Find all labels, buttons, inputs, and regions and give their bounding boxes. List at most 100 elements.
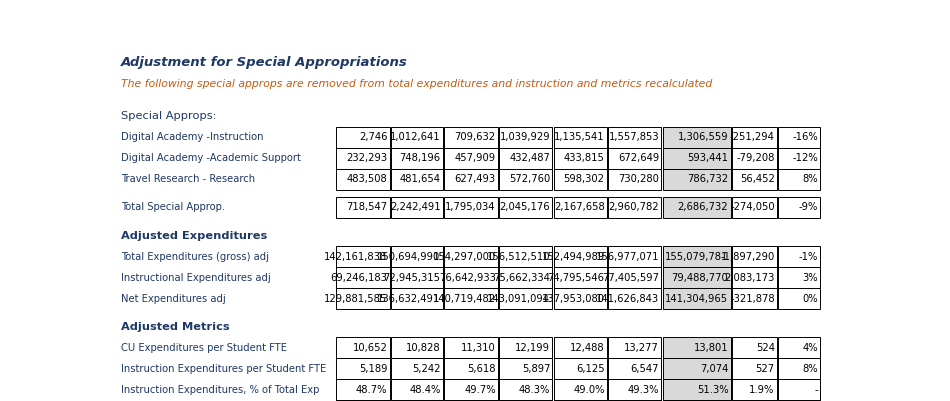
Text: Net Expenditures adj: Net Expenditures adj (121, 294, 226, 304)
Text: Adjusted Expenditures: Adjusted Expenditures (121, 231, 267, 241)
Bar (500, 196, 552, 218)
Bar (391, 196, 443, 218)
Text: 481,654: 481,654 (400, 174, 441, 184)
Text: 5,242: 5,242 (412, 364, 441, 374)
Bar (445, 288, 498, 309)
Bar (732, 196, 777, 218)
Text: 593,441: 593,441 (688, 153, 729, 163)
Bar (445, 379, 498, 401)
Bar (778, 358, 821, 379)
Bar (445, 337, 498, 358)
Text: 2,167,658: 2,167,658 (554, 202, 604, 212)
Text: 49.3%: 49.3% (628, 385, 659, 395)
Bar (391, 169, 443, 190)
Bar (336, 127, 389, 148)
Text: 457,909: 457,909 (455, 153, 496, 163)
Bar (778, 288, 821, 309)
Text: Travel Research - Research: Travel Research - Research (121, 174, 256, 184)
Bar (391, 337, 443, 358)
Text: Total Special Approp.: Total Special Approp. (121, 202, 225, 212)
Text: 709,632: 709,632 (455, 132, 496, 142)
Text: 3%: 3% (803, 273, 818, 283)
Bar (778, 337, 821, 358)
Bar (500, 246, 552, 267)
Text: 432,487: 432,487 (509, 153, 550, 163)
Bar (778, 267, 821, 288)
Text: -251,294: -251,294 (730, 132, 775, 142)
Text: 140,719,482: 140,719,482 (432, 294, 496, 304)
Text: 150,694,990: 150,694,990 (377, 251, 441, 261)
Text: 1,012,641: 1,012,641 (390, 132, 441, 142)
Text: 143,091,094: 143,091,094 (487, 294, 550, 304)
Text: 141,626,843: 141,626,843 (596, 294, 659, 304)
Text: -79,208: -79,208 (736, 153, 775, 163)
Text: 152,494,989: 152,494,989 (542, 251, 604, 261)
Bar (663, 288, 731, 309)
Bar (336, 337, 389, 358)
Bar (391, 246, 443, 267)
Text: 1,306,559: 1,306,559 (677, 132, 729, 142)
Bar (663, 246, 731, 267)
Text: -9%: -9% (799, 202, 818, 212)
Text: 6,547: 6,547 (631, 364, 659, 374)
Text: 8%: 8% (803, 364, 818, 374)
Bar (778, 246, 821, 267)
Bar (778, 127, 821, 148)
Bar (391, 267, 443, 288)
Text: 12,199: 12,199 (515, 343, 550, 353)
Bar (336, 169, 389, 190)
Bar (554, 246, 607, 267)
Bar (663, 267, 731, 288)
Text: 154,297,000: 154,297,000 (432, 251, 496, 261)
Text: -321,878: -321,878 (731, 294, 775, 304)
Text: 527: 527 (755, 364, 775, 374)
Bar (554, 337, 607, 358)
Bar (608, 127, 661, 148)
Bar (445, 127, 498, 148)
Text: 7,074: 7,074 (700, 364, 729, 374)
Bar (732, 148, 777, 169)
Text: 49.0%: 49.0% (573, 385, 604, 395)
Bar (500, 169, 552, 190)
Text: 156,977,071: 156,977,071 (596, 251, 659, 261)
Text: 627,493: 627,493 (455, 174, 496, 184)
Bar (500, 337, 552, 358)
Text: 572,760: 572,760 (509, 174, 550, 184)
Text: 1,039,929: 1,039,929 (500, 132, 550, 142)
Text: 13,801: 13,801 (694, 343, 729, 353)
Bar (554, 169, 607, 190)
Bar (336, 246, 389, 267)
Bar (608, 267, 661, 288)
Text: 483,508: 483,508 (347, 174, 388, 184)
Text: 79,488,770: 79,488,770 (672, 273, 729, 283)
Bar (445, 267, 498, 288)
Bar (663, 358, 731, 379)
Bar (732, 358, 777, 379)
Bar (778, 379, 821, 401)
Bar (554, 358, 607, 379)
Text: 1,557,853: 1,557,853 (609, 132, 659, 142)
Bar (336, 267, 389, 288)
Text: 2,045,176: 2,045,176 (500, 202, 550, 212)
Text: 598,302: 598,302 (563, 174, 604, 184)
Bar (608, 196, 661, 218)
Text: 1,795,034: 1,795,034 (446, 202, 496, 212)
Text: 5,189: 5,189 (359, 364, 388, 374)
Bar (500, 358, 552, 379)
Text: 48.3%: 48.3% (519, 385, 550, 395)
Text: 74,795,546: 74,795,546 (547, 273, 604, 283)
Text: 433,815: 433,815 (563, 153, 604, 163)
Bar (778, 169, 821, 190)
Bar (445, 246, 498, 267)
Text: 718,547: 718,547 (347, 202, 388, 212)
Bar (732, 127, 777, 148)
Text: 48.7%: 48.7% (356, 385, 388, 395)
Bar (445, 358, 498, 379)
Text: 0%: 0% (803, 294, 818, 304)
Bar (608, 246, 661, 267)
Text: 5,897: 5,897 (522, 364, 550, 374)
Bar (732, 337, 777, 358)
Text: 5,618: 5,618 (467, 364, 496, 374)
Bar (663, 127, 731, 148)
Text: 10,652: 10,652 (352, 343, 388, 353)
